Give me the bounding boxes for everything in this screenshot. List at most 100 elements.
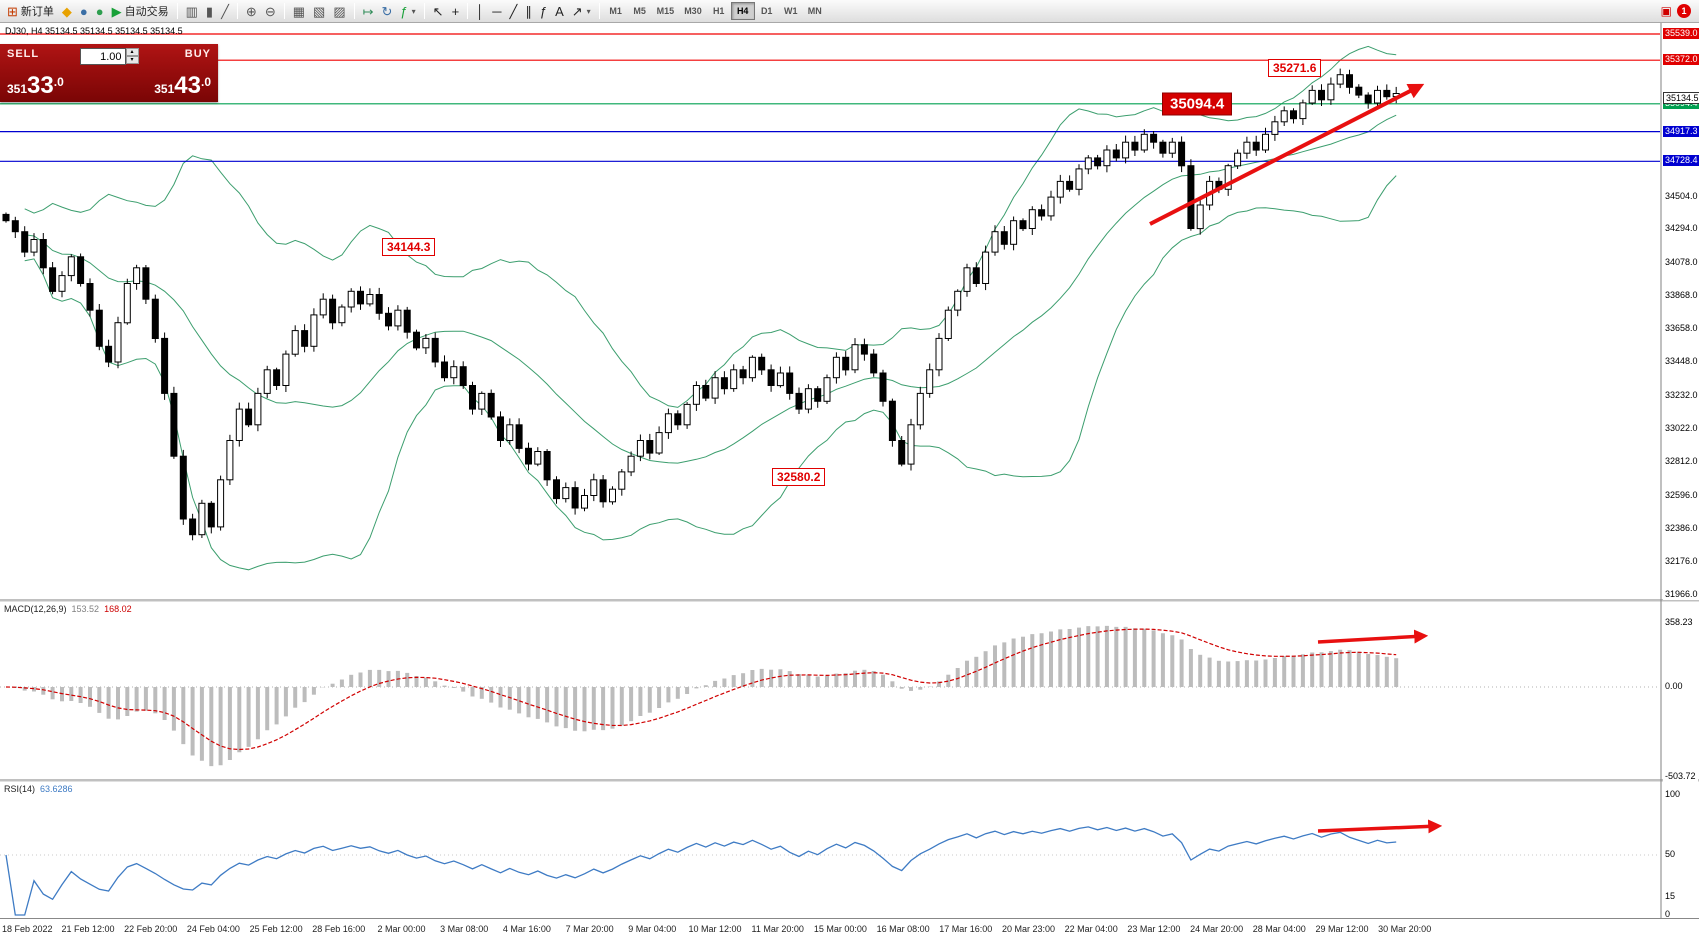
- zoom-out-button[interactable]: ⊖: [261, 2, 280, 21]
- cursor-icon: ↖: [432, 3, 444, 19]
- autotrade-label: 自动交易: [124, 6, 169, 18]
- crosshair-button[interactable]: +: [448, 2, 464, 21]
- volume-input[interactable]: [79, 48, 126, 65]
- time-axis-label: 24 Feb 04:00: [186, 924, 240, 934]
- horizontal-line-button[interactable]: ─: [488, 2, 505, 21]
- cursor-button[interactable]: ↖: [429, 2, 448, 21]
- price-axis-label: 33868.0: [1663, 290, 1699, 302]
- candlestick-chart-mode-button[interactable]: ▮: [202, 2, 217, 21]
- tile-windows-button[interactable]: ▦: [289, 2, 309, 21]
- toolbar-separator: [598, 3, 600, 19]
- volume-section: ▴ ▾: [76, 44, 142, 102]
- new-chart-button[interactable]: ▧: [309, 2, 329, 21]
- time-axis-label: 3 Mar 08:00: [440, 924, 489, 934]
- macd-name: MACD(12,26,9): [4, 604, 67, 614]
- time-axis-label: 28 Mar 04:00: [1252, 924, 1306, 934]
- sell-price-decimal: .0: [53, 75, 64, 89]
- chevron-down-icon[interactable]: ▾: [411, 6, 416, 16]
- toolbar-separator: [236, 3, 238, 19]
- chevron-down-icon[interactable]: ▾: [586, 6, 591, 16]
- indicators-list-button[interactable]: ƒ ▾: [396, 2, 419, 21]
- new-chart-icon: ▧: [313, 3, 326, 19]
- line-chart-mode-button[interactable]: ╱: [217, 2, 233, 21]
- rsi-value: 63.6286: [40, 784, 73, 794]
- price-annotation[interactable]: 35094.4: [1162, 92, 1233, 116]
- price-annotation[interactable]: 34144.3: [382, 237, 436, 256]
- new-order-button[interactable]: ⊞ 新订单: [3, 2, 58, 21]
- bar-chart-mode-button[interactable]: ▥: [182, 2, 202, 21]
- zoom-in-button[interactable]: ⊕: [242, 2, 261, 21]
- timeframe-h4-button[interactable]: H4: [730, 2, 755, 20]
- buy-button[interactable]: 351 43.0: [154, 74, 211, 98]
- chart-shift-icon: ↦: [362, 3, 374, 19]
- timeframe-m30-button[interactable]: M30: [679, 2, 707, 20]
- timeframe-w1-button[interactable]: W1: [779, 2, 803, 20]
- new-order-label: 新订单: [20, 6, 54, 18]
- volume-increase-button[interactable]: ▴: [125, 48, 139, 56]
- toolbar-separator: [283, 3, 285, 19]
- new-order-icon: ⊞: [7, 3, 18, 19]
- time-axis-label: 28 Feb 16:00: [312, 924, 366, 934]
- crosshair-icon: +: [451, 3, 460, 19]
- trendline-button[interactable]: ╱: [506, 2, 522, 21]
- line-chart-mode-icon: ╱: [221, 3, 229, 19]
- notification-badge[interactable]: 1: [1677, 4, 1691, 18]
- buy-label: BUY: [184, 48, 211, 60]
- market-news-button[interactable]: ●: [92, 2, 108, 21]
- chart-shift-button[interactable]: ↦: [359, 2, 378, 21]
- buy-section: BUY 351 43.0: [142, 44, 218, 102]
- sell-price-prefix: 351: [7, 82, 28, 96]
- timeframe-mn-button[interactable]: MN: [803, 2, 827, 20]
- mql5-community-button[interactable]: ◆: [58, 2, 76, 21]
- price-axis-label: 33232.0: [1663, 390, 1699, 402]
- sell-button[interactable]: 351 33.0: [7, 74, 69, 98]
- price-axis-label: 33448.0: [1663, 356, 1699, 368]
- price-axis-label: 33022.0: [1663, 423, 1699, 435]
- user-profile-button[interactable]: ●: [76, 2, 92, 21]
- toolbar-buttons: ⊞ 新订单 ◆ ● ● ▶ 自动交易 ▥ ▮ ╱ ⊕ ⊖ ▦ ▧ ▨ ↦ ↻ ƒ ▾ ↖ + │ ─ ╱ ∥ ƒ A ↗ ▾: [3, 0, 604, 23]
- time-axis-label: 23 Mar 12:00: [1127, 924, 1181, 934]
- arrow-objects-button[interactable]: ↗ ▾: [568, 2, 595, 21]
- rsi-indicator-label: RSI(14) 63.6286: [4, 784, 73, 794]
- time-axis-label: 22 Feb 20:00: [124, 924, 178, 934]
- equidistant-channel-button[interactable]: ∥: [521, 2, 536, 21]
- vertical-line-button[interactable]: │: [472, 2, 488, 21]
- time-axis-label: 11 Mar 20:00: [751, 924, 804, 934]
- time-axis-label: 2 Mar 00:00: [377, 924, 426, 934]
- toolbar: ⊞ 新订单 ◆ ● ● ▶ 自动交易 ▥ ▮ ╱ ⊕ ⊖ ▦ ▧ ▨ ↦ ↻ ƒ ▾ ↖ + │ ─ ╱ ∥ ƒ A ↗ ▾ M1 M5 M…: [0, 0, 1699, 23]
- timeframe-h1-button[interactable]: H1: [707, 2, 731, 20]
- chart-profiles-button[interactable]: ▨: [329, 2, 349, 21]
- price-annotation[interactable]: 35271.6: [1268, 58, 1322, 77]
- auto-scroll-button[interactable]: ↻: [378, 2, 397, 21]
- time-axis[interactable]: 18 Feb 2022 21 Feb 12:00 22 Feb 20:00 24 Fe…: [0, 918, 1699, 939]
- current-price-tag: 35134.5: [1663, 91, 1699, 104]
- price-axis-label: 34504.0: [1663, 190, 1699, 202]
- alert-icon[interactable]: ▣: [1660, 4, 1672, 18]
- timeframe-m15-button[interactable]: M15: [652, 2, 680, 20]
- timeframe-m1-button[interactable]: M1: [604, 2, 628, 20]
- time-axis-label: 22 Mar 04:00: [1064, 924, 1118, 934]
- sell-label: SELL: [7, 48, 40, 60]
- rsi-name: RSI(14): [4, 784, 36, 794]
- price-annotation[interactable]: 32580.2: [772, 467, 826, 486]
- macd-signal-value: 168.02: [104, 604, 132, 614]
- fibonacci-retracement-button[interactable]: ƒ: [536, 2, 551, 21]
- autotrade-button[interactable]: ▶ 自动交易: [108, 2, 173, 21]
- price-axis-label: 32812.0: [1663, 456, 1699, 468]
- auto-scroll-icon: ↻: [381, 3, 393, 19]
- price-axis-label: 32596.0: [1663, 490, 1699, 502]
- time-axis-label: 29 Mar 12:00: [1315, 924, 1369, 934]
- vertical-line-icon: │: [476, 3, 485, 19]
- macd-axis-label: 358.23: [1663, 616, 1697, 628]
- chart-profiles-icon: ▨: [333, 3, 346, 19]
- hline-price-tag: 34917.3: [1663, 125, 1699, 137]
- horizontal-line-icon: ─: [492, 3, 502, 19]
- time-axis-label: 16 Mar 08:00: [876, 924, 930, 934]
- timeframe-m5-button[interactable]: M5: [628, 2, 652, 20]
- volume-decrease-button[interactable]: ▾: [125, 56, 139, 64]
- timeframe-d1-button[interactable]: D1: [755, 2, 779, 20]
- text-label-button[interactable]: A: [551, 2, 568, 21]
- price-axis-label: 34294.0: [1663, 223, 1699, 235]
